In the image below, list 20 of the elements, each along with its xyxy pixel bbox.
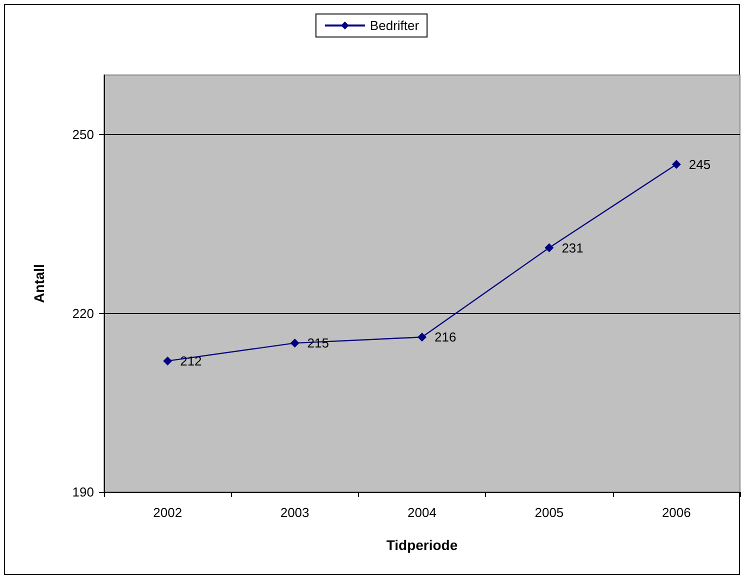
x-tick-label: 2005 — [534, 505, 564, 520]
y-tick-label: 190 — [72, 484, 94, 500]
y-axis-title: Antall — [31, 264, 47, 303]
point — [418, 332, 426, 342]
x-tick-label: 2006 — [662, 505, 691, 520]
data-label: 245 — [688, 156, 711, 172]
x-axis-title: Tidperiode — [386, 537, 458, 553]
point — [672, 160, 681, 169]
x-tick-label: 2004 — [408, 505, 436, 520]
y-tick-label: 220 — [72, 306, 94, 321]
data-label: 212 — [180, 353, 202, 368]
legend-label: Bedrifter — [370, 18, 420, 33]
y-tick-label: 250 — [72, 127, 94, 142]
x-tick-label: 2003 — [280, 505, 310, 520]
point — [290, 338, 300, 348]
point — [163, 356, 172, 366]
data-label: 216 — [434, 330, 456, 345]
data-label: 231 — [562, 240, 584, 256]
x-tick-label: 2002 — [153, 505, 182, 520]
point — [544, 243, 554, 252]
